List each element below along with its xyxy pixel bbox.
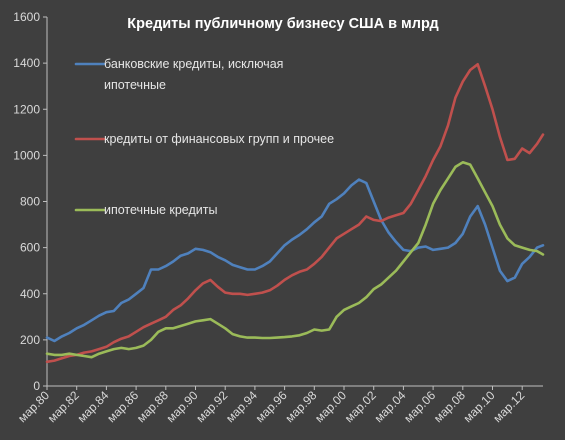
series-line-3 — [45, 161, 545, 359]
series-line-2 — [45, 63, 545, 364]
y-tick-label: 0 — [33, 379, 40, 393]
y-tick-label: 1200 — [13, 102, 40, 116]
y-tick-label: 1000 — [13, 148, 40, 162]
y-tick-label: 400 — [20, 287, 40, 301]
legend-label-3: ипотечные кредиты — [104, 203, 217, 217]
series-lines — [45, 63, 545, 364]
legend-label-1: ипотечные — [104, 78, 166, 92]
series-line-1 — [45, 178, 545, 343]
y-tick-label: 200 — [20, 333, 40, 347]
legend: банковские кредиты, исключая ипотечные кре… — [74, 57, 334, 217]
legend-label-2: кредиты от финансовых групп и прочее — [104, 132, 334, 146]
y-tick-label: 600 — [20, 241, 40, 255]
chart-title: Кредиты публичному бизнесу США в млрд — [127, 16, 438, 32]
y-tick-label: 1400 — [13, 56, 40, 70]
legend-label-1: банковские кредиты, исключая — [104, 57, 283, 71]
y-tick-label: 800 — [20, 195, 40, 209]
y-tick-label: 1600 — [13, 10, 40, 24]
